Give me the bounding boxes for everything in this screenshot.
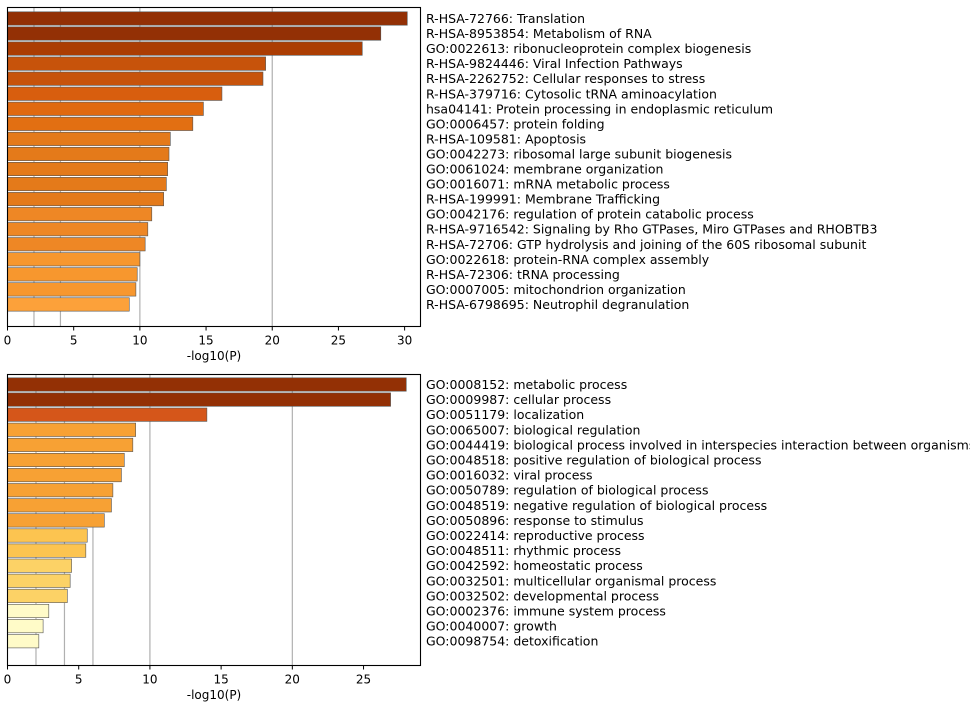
bar xyxy=(7,222,149,237)
bar xyxy=(7,297,130,312)
bar xyxy=(7,634,40,649)
bar xyxy=(7,543,87,558)
category-label: R-HSA-199991: Membrane Trafficking xyxy=(426,192,660,207)
bar xyxy=(7,513,105,528)
bar xyxy=(7,162,168,177)
category-label: GO:0061024: membrane organization xyxy=(426,162,663,177)
chart-go-biological-process: GO:0008152: metabolic processGO:0009987:… xyxy=(4,373,970,702)
bar xyxy=(7,452,125,467)
category-label: GO:0022613: ribonucleoprotein complex bi… xyxy=(426,41,751,56)
category-label: GO:0042273: ribosomal large subunit biog… xyxy=(426,146,732,161)
category-label: GO:0022414: reproductive process xyxy=(426,528,645,543)
bar xyxy=(7,116,194,131)
x-tick-label: 0 xyxy=(4,334,12,348)
category-label: R-HSA-9824446: Viral Infection Pathways xyxy=(426,56,683,71)
category-label: GO:0040007: growth xyxy=(426,619,557,634)
x-axis-title: -log10(P) xyxy=(187,688,242,702)
bar xyxy=(7,192,164,207)
bar xyxy=(7,377,407,392)
category-label: GO:0042592: homeostatic process xyxy=(426,558,643,573)
x-tick-label: 30 xyxy=(397,334,412,348)
x-tick-label: 10 xyxy=(132,334,147,348)
category-label: R-HSA-72306: tRNA processing xyxy=(426,267,620,282)
category-label: R-HSA-72766: Translation xyxy=(426,11,585,26)
category-label: GO:0044419: biological process involved … xyxy=(426,437,970,452)
category-label: R-HSA-109581: Apoptosis xyxy=(426,131,586,146)
x-tick-label: 15 xyxy=(198,334,213,348)
x-tick-label: 5 xyxy=(70,334,78,348)
category-label: GO:0016071: mRNA metabolic process xyxy=(426,177,670,192)
bar xyxy=(7,252,141,267)
x-tick-label: 25 xyxy=(356,673,371,687)
category-label: GO:0050789: regulation of biological pro… xyxy=(426,483,708,498)
bar xyxy=(7,146,170,161)
bar xyxy=(7,131,171,146)
bar xyxy=(7,573,71,588)
x-tick-label: 0 xyxy=(4,673,12,687)
category-label: GO:0051179: localization xyxy=(426,407,584,422)
category-label: R-HSA-2262752: Cellular responses to str… xyxy=(426,71,705,86)
bar xyxy=(7,237,146,252)
x-tick-label: 20 xyxy=(285,673,300,687)
bar xyxy=(7,619,44,634)
category-label: GO:0098754: detoxification xyxy=(426,634,598,649)
category-label: GO:0065007: biological regulation xyxy=(426,422,640,437)
bar xyxy=(7,282,137,297)
bar xyxy=(7,498,112,513)
category-label: R-HSA-8953854: Metabolism of RNA xyxy=(426,26,652,41)
plot-frame xyxy=(6,6,422,328)
bar xyxy=(7,71,264,86)
x-tick-label: 15 xyxy=(213,673,228,687)
category-label: R-HSA-72706: GTP hydrolysis and joining … xyxy=(426,237,866,252)
plot-frame xyxy=(6,373,422,667)
bar xyxy=(7,41,363,56)
category-label: GO:0008152: metabolic process xyxy=(426,377,627,392)
category-label: GO:0016032: viral process xyxy=(426,468,593,483)
bar xyxy=(7,603,50,618)
category-label: R-HSA-379716: Cytosolic tRNA aminoacylat… xyxy=(426,86,717,101)
category-label: GO:0048511: rhythmic process xyxy=(426,543,621,558)
bar xyxy=(7,177,167,192)
category-label: GO:0002376: immune system process xyxy=(426,604,666,619)
category-label: GO:0032502: developmental process xyxy=(426,588,659,603)
category-label: R-HSA-9716542: Signaling by Rho GTPases,… xyxy=(426,222,877,237)
bar xyxy=(7,528,88,543)
bar xyxy=(7,437,134,452)
category-label: GO:0022618: protein-RNA complex assembly xyxy=(426,252,710,267)
category-label: GO:0048518: positive regulation of biolo… xyxy=(426,453,761,468)
bar xyxy=(7,11,408,26)
bar xyxy=(7,422,136,437)
x-tick-label: 20 xyxy=(265,334,280,348)
x-axis-title: -log10(P) xyxy=(187,349,242,363)
category-label: GO:0050896: response to stimulus xyxy=(426,513,644,528)
bar xyxy=(7,468,122,483)
category-label: GO:0032501: multicellular organismal pro… xyxy=(426,573,716,588)
bar xyxy=(7,407,208,422)
bar xyxy=(7,26,382,41)
bar xyxy=(7,86,223,101)
category-label: GO:0048519: negative regulation of biolo… xyxy=(426,498,767,513)
category-label: R-HSA-6798695: Neutrophil degranulation xyxy=(426,297,689,312)
x-tick-label: 10 xyxy=(142,673,157,687)
bar xyxy=(7,207,153,222)
bar xyxy=(7,56,266,71)
x-tick-label: 25 xyxy=(331,334,346,348)
bar xyxy=(7,483,114,498)
bar xyxy=(7,267,138,282)
bar xyxy=(7,588,68,603)
category-label: hsa04141: Protein processing in endoplas… xyxy=(426,101,773,116)
bar xyxy=(7,392,391,407)
x-tick-label: 5 xyxy=(75,673,83,687)
category-label: GO:0006457: protein folding xyxy=(426,116,605,131)
category-label: GO:0042176: regulation of protein catabo… xyxy=(426,207,754,222)
category-label: GO:0007005: mitochondrion organization xyxy=(426,282,686,297)
bar xyxy=(7,101,204,116)
category-label: GO:0009987: cellular process xyxy=(426,392,611,407)
bar xyxy=(7,558,72,573)
